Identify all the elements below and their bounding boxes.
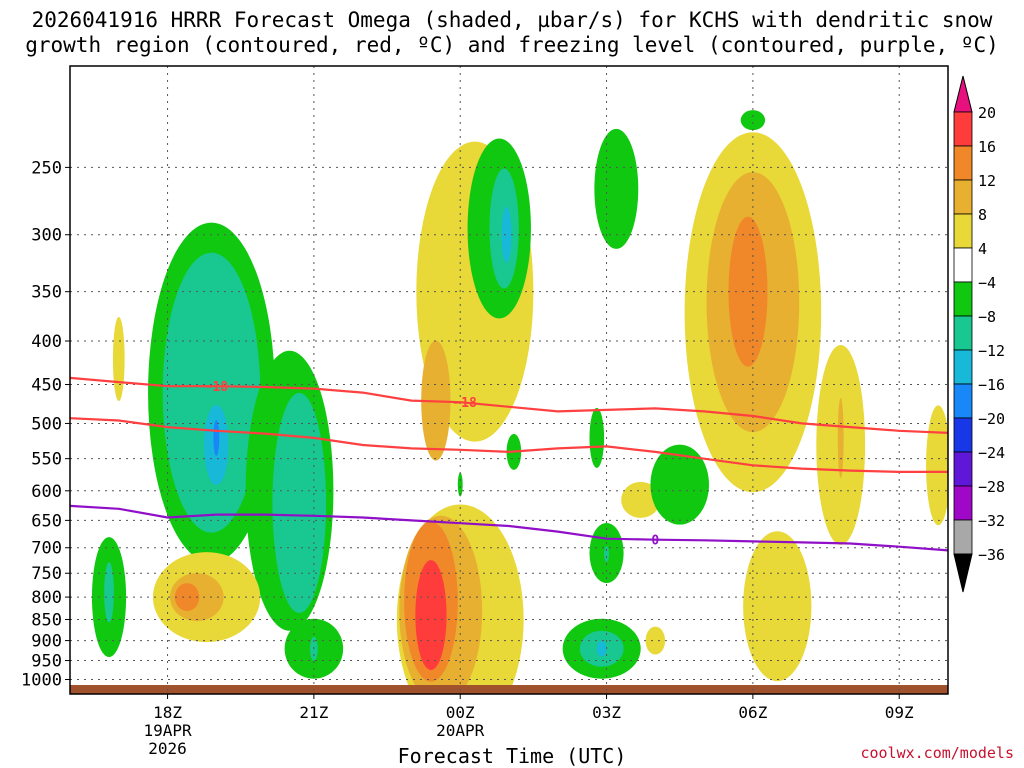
x-axis-label: Forecast Time (UTC) bbox=[397, 744, 627, 768]
contour-line-1 bbox=[70, 417, 948, 473]
colorbar-label: −16 bbox=[978, 376, 1005, 394]
y-tick-label: 500 bbox=[31, 414, 62, 434]
colorbar-segment bbox=[953, 349, 973, 385]
x-tick-label: 06Z bbox=[738, 703, 767, 722]
y-tick-label: 850 bbox=[31, 610, 62, 630]
y-tick-label: 450 bbox=[31, 376, 62, 396]
omega-shade-region bbox=[926, 405, 948, 526]
x-tick-label: 00Z bbox=[446, 703, 475, 722]
colorbar-segment bbox=[953, 315, 973, 351]
contour-label: 0 bbox=[651, 534, 659, 549]
omega-shade-region bbox=[740, 110, 766, 131]
colorbar-label: −36 bbox=[978, 546, 1005, 564]
colorbar-label: −24 bbox=[978, 444, 1005, 462]
credit-link[interactable]: coolwx.com/models bbox=[860, 744, 1014, 762]
colorbar-segment bbox=[953, 145, 973, 181]
colorbar-label: −8 bbox=[978, 308, 996, 326]
x-tick-label: 09Z bbox=[885, 703, 914, 722]
colorbar-top-arrow bbox=[953, 75, 973, 113]
y-tick-label: 350 bbox=[31, 283, 62, 303]
omega-shade-region bbox=[594, 128, 639, 249]
omega-shade-region bbox=[213, 419, 220, 456]
omega-shade-region bbox=[104, 562, 114, 623]
contour-label: −18 bbox=[205, 380, 229, 395]
ground-strip bbox=[70, 685, 948, 694]
y-tick-label: 650 bbox=[31, 511, 62, 531]
y-tick-label: 700 bbox=[31, 539, 62, 559]
colorbar-label: 8 bbox=[978, 206, 987, 224]
colorbar-label: −4 bbox=[978, 274, 996, 292]
colorbar-segment bbox=[953, 281, 973, 317]
x-tick-label: 03Z bbox=[592, 703, 621, 722]
y-tick-label: 800 bbox=[31, 588, 62, 608]
x-tick-label: 20APR bbox=[436, 721, 485, 740]
colorbar-label: −12 bbox=[978, 342, 1005, 360]
omega-shade-region bbox=[743, 531, 812, 682]
colorbar: 20 16 12 8 4 −4 −8 −12 −16 −20 −24 −28 −32 −36 bbox=[953, 75, 1005, 593]
omega-shade-region bbox=[174, 583, 200, 612]
colorbar-segment bbox=[953, 417, 973, 453]
colorbar-segment bbox=[953, 485, 973, 521]
omega-shading bbox=[70, 110, 948, 694]
colorbar-label: −20 bbox=[978, 410, 1005, 428]
omega-shade-region bbox=[589, 407, 605, 468]
colorbar-segment bbox=[953, 247, 973, 283]
x-tick-label: 21Z bbox=[299, 703, 328, 722]
x-tick-label: 19APR bbox=[143, 721, 192, 740]
y-tick-label: 600 bbox=[31, 482, 62, 502]
y-axis: 2503003504004505005506006507007508008509… bbox=[21, 158, 70, 691]
colorbar-segment bbox=[953, 383, 973, 419]
omega-shade-region bbox=[415, 560, 447, 671]
plot-frame bbox=[69, 65, 949, 695]
chart-title-line-1: 2026041916 HRRR Forecast Omega (shaded, … bbox=[31, 8, 993, 32]
colorbar-bottom-arrow bbox=[953, 553, 973, 593]
colorbar-label: 16 bbox=[978, 138, 996, 156]
omega-shade-region bbox=[272, 392, 327, 613]
omega-shade-region bbox=[162, 252, 261, 533]
colorbar-label: −28 bbox=[978, 478, 1005, 496]
colorbar-segment bbox=[953, 213, 973, 249]
y-tick-label: 400 bbox=[31, 332, 62, 352]
x-tick-label: 18Z bbox=[153, 703, 182, 722]
contour-line-0 bbox=[70, 376, 948, 434]
colorbar-label: 20 bbox=[978, 104, 996, 122]
omega-shade-region bbox=[604, 546, 609, 563]
y-tick-label: 250 bbox=[31, 158, 62, 178]
omega-shade-region bbox=[728, 216, 768, 367]
colorbar-label: 4 bbox=[978, 240, 987, 258]
colorbar-segment bbox=[953, 519, 973, 555]
colorbar-label: −32 bbox=[978, 512, 1005, 530]
y-tick-label: 750 bbox=[31, 564, 62, 584]
y-tick-label: 550 bbox=[31, 450, 62, 470]
colorbar-segment bbox=[953, 111, 973, 147]
omega-shade-region bbox=[650, 444, 709, 525]
omega-shade-region bbox=[596, 640, 607, 657]
colorbar-segment bbox=[953, 451, 973, 487]
omega-shade-region bbox=[645, 626, 666, 655]
contour-line-2 bbox=[70, 504, 948, 552]
x-tick-label: 2026 bbox=[148, 739, 187, 758]
y-tick-label: 900 bbox=[31, 632, 62, 652]
omega-shade-region bbox=[112, 317, 125, 402]
omega-shade-region bbox=[837, 397, 844, 478]
chart-title-line-2: growth region (contoured, red, ºC) and f… bbox=[25, 33, 999, 57]
omega-shade-region bbox=[457, 472, 463, 497]
colorbar-segment bbox=[953, 179, 973, 215]
contour-label: −18 bbox=[453, 396, 477, 411]
omega-shade-region bbox=[501, 206, 512, 263]
y-tick-label: 1000 bbox=[21, 671, 62, 691]
colorbar-label: 12 bbox=[978, 172, 996, 190]
y-tick-label: 950 bbox=[31, 652, 62, 672]
y-tick-label: 300 bbox=[31, 226, 62, 246]
